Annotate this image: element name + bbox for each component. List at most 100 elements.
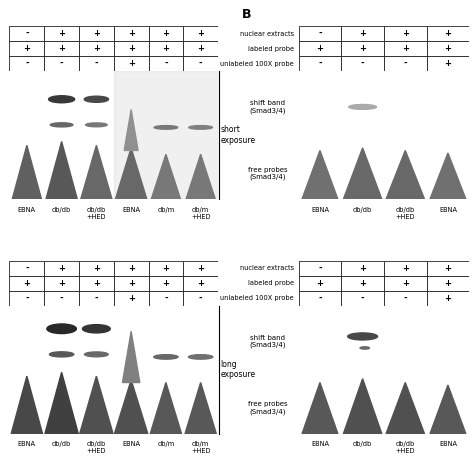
Polygon shape [80, 376, 113, 434]
Text: free probes
(Smad3/4): free probes (Smad3/4) [248, 167, 288, 180]
Text: db/db
+HED: db/db +HED [87, 207, 106, 220]
Bar [9, 276, 44, 291]
Bar [44, 26, 79, 41]
Bar [299, 41, 341, 56]
Bar [384, 56, 427, 71]
Text: EBNA: EBNA [122, 441, 140, 447]
Polygon shape [150, 383, 182, 434]
Bar [384, 276, 427, 291]
Text: -: - [25, 59, 28, 68]
Bar [384, 41, 427, 56]
Text: +: + [58, 264, 65, 273]
Text: +: + [197, 29, 204, 38]
Text: labeled probe: labeled probe [248, 46, 294, 52]
Ellipse shape [48, 96, 75, 103]
Bar [384, 26, 427, 41]
Text: +: + [402, 44, 409, 53]
Bar [384, 261, 427, 276]
Bar [183, 291, 218, 306]
Bar [341, 26, 384, 41]
Text: EBNA: EBNA [439, 207, 457, 213]
Bar [341, 41, 384, 56]
Text: -: - [25, 294, 28, 303]
Text: long
exposure: long exposure [220, 360, 255, 379]
Bar [9, 26, 44, 41]
Ellipse shape [47, 324, 76, 334]
Bar [9, 41, 44, 56]
Text: -: - [60, 59, 64, 68]
Bar [79, 276, 114, 291]
Text: EBNA: EBNA [311, 441, 329, 447]
Text: +: + [23, 279, 30, 288]
Bar [79, 41, 114, 56]
Text: unlabeled 100X probe: unlabeled 100X probe [220, 295, 294, 301]
Text: EBNA: EBNA [18, 441, 36, 447]
Bar [44, 56, 79, 71]
Text: B: B [242, 9, 251, 21]
Text: free probes
(Smad3/4): free probes (Smad3/4) [248, 401, 288, 415]
Bar [183, 41, 218, 56]
Text: +: + [317, 279, 323, 288]
Text: +: + [128, 264, 135, 273]
Bar [44, 276, 79, 291]
Bar [341, 276, 384, 291]
Text: +: + [445, 29, 451, 38]
Polygon shape [386, 383, 424, 434]
Text: EBNA: EBNA [18, 207, 36, 213]
Text: db/db
+HED: db/db +HED [395, 207, 415, 220]
Bar [341, 56, 384, 71]
Text: -: - [95, 294, 98, 303]
Text: db/m: db/m [157, 441, 174, 447]
Text: -: - [318, 294, 322, 303]
Bar [148, 56, 183, 71]
Text: shift band
(Smad3/4): shift band (Smad3/4) [249, 100, 286, 114]
Text: +: + [317, 44, 323, 53]
Ellipse shape [360, 347, 369, 349]
Text: -: - [95, 59, 98, 68]
Text: +: + [163, 279, 169, 288]
Polygon shape [186, 155, 215, 199]
Text: shift band
(Smad3/4): shift band (Smad3/4) [249, 335, 286, 348]
Text: db/m: db/m [157, 207, 174, 213]
Bar [79, 56, 114, 71]
Text: +: + [163, 44, 169, 53]
Bar [299, 276, 341, 291]
Text: +: + [402, 29, 409, 38]
Text: EBNA: EBNA [122, 207, 140, 213]
Bar [183, 26, 218, 41]
Text: +: + [359, 279, 366, 288]
Text: db/db: db/db [52, 207, 71, 213]
Ellipse shape [49, 352, 74, 357]
Bar [44, 41, 79, 56]
Polygon shape [81, 146, 112, 199]
Bar [44, 291, 79, 306]
Text: db/db
+HED: db/db +HED [395, 441, 415, 455]
Polygon shape [343, 148, 382, 199]
Ellipse shape [154, 355, 178, 359]
Bar [9, 56, 44, 71]
Bar [79, 291, 114, 306]
Text: +: + [445, 44, 451, 53]
Text: short
exposure: short exposure [220, 126, 255, 145]
Text: nuclear extracts: nuclear extracts [240, 265, 294, 271]
Text: +: + [128, 29, 135, 38]
Bar [183, 276, 218, 291]
Bar [341, 261, 384, 276]
Text: -: - [164, 59, 168, 68]
Text: +: + [128, 279, 135, 288]
Bar [148, 41, 183, 56]
Text: -: - [60, 294, 64, 303]
Text: -: - [164, 294, 168, 303]
Ellipse shape [154, 126, 178, 129]
Ellipse shape [82, 325, 110, 333]
Polygon shape [114, 380, 148, 434]
Text: nuclear extracts: nuclear extracts [240, 31, 294, 36]
Text: EBNA: EBNA [439, 441, 457, 447]
Bar [9, 261, 44, 276]
Text: +: + [93, 29, 100, 38]
Text: +: + [58, 44, 65, 53]
Polygon shape [302, 150, 338, 199]
Text: +: + [197, 264, 204, 273]
Text: +: + [359, 44, 366, 53]
Polygon shape [11, 376, 43, 434]
